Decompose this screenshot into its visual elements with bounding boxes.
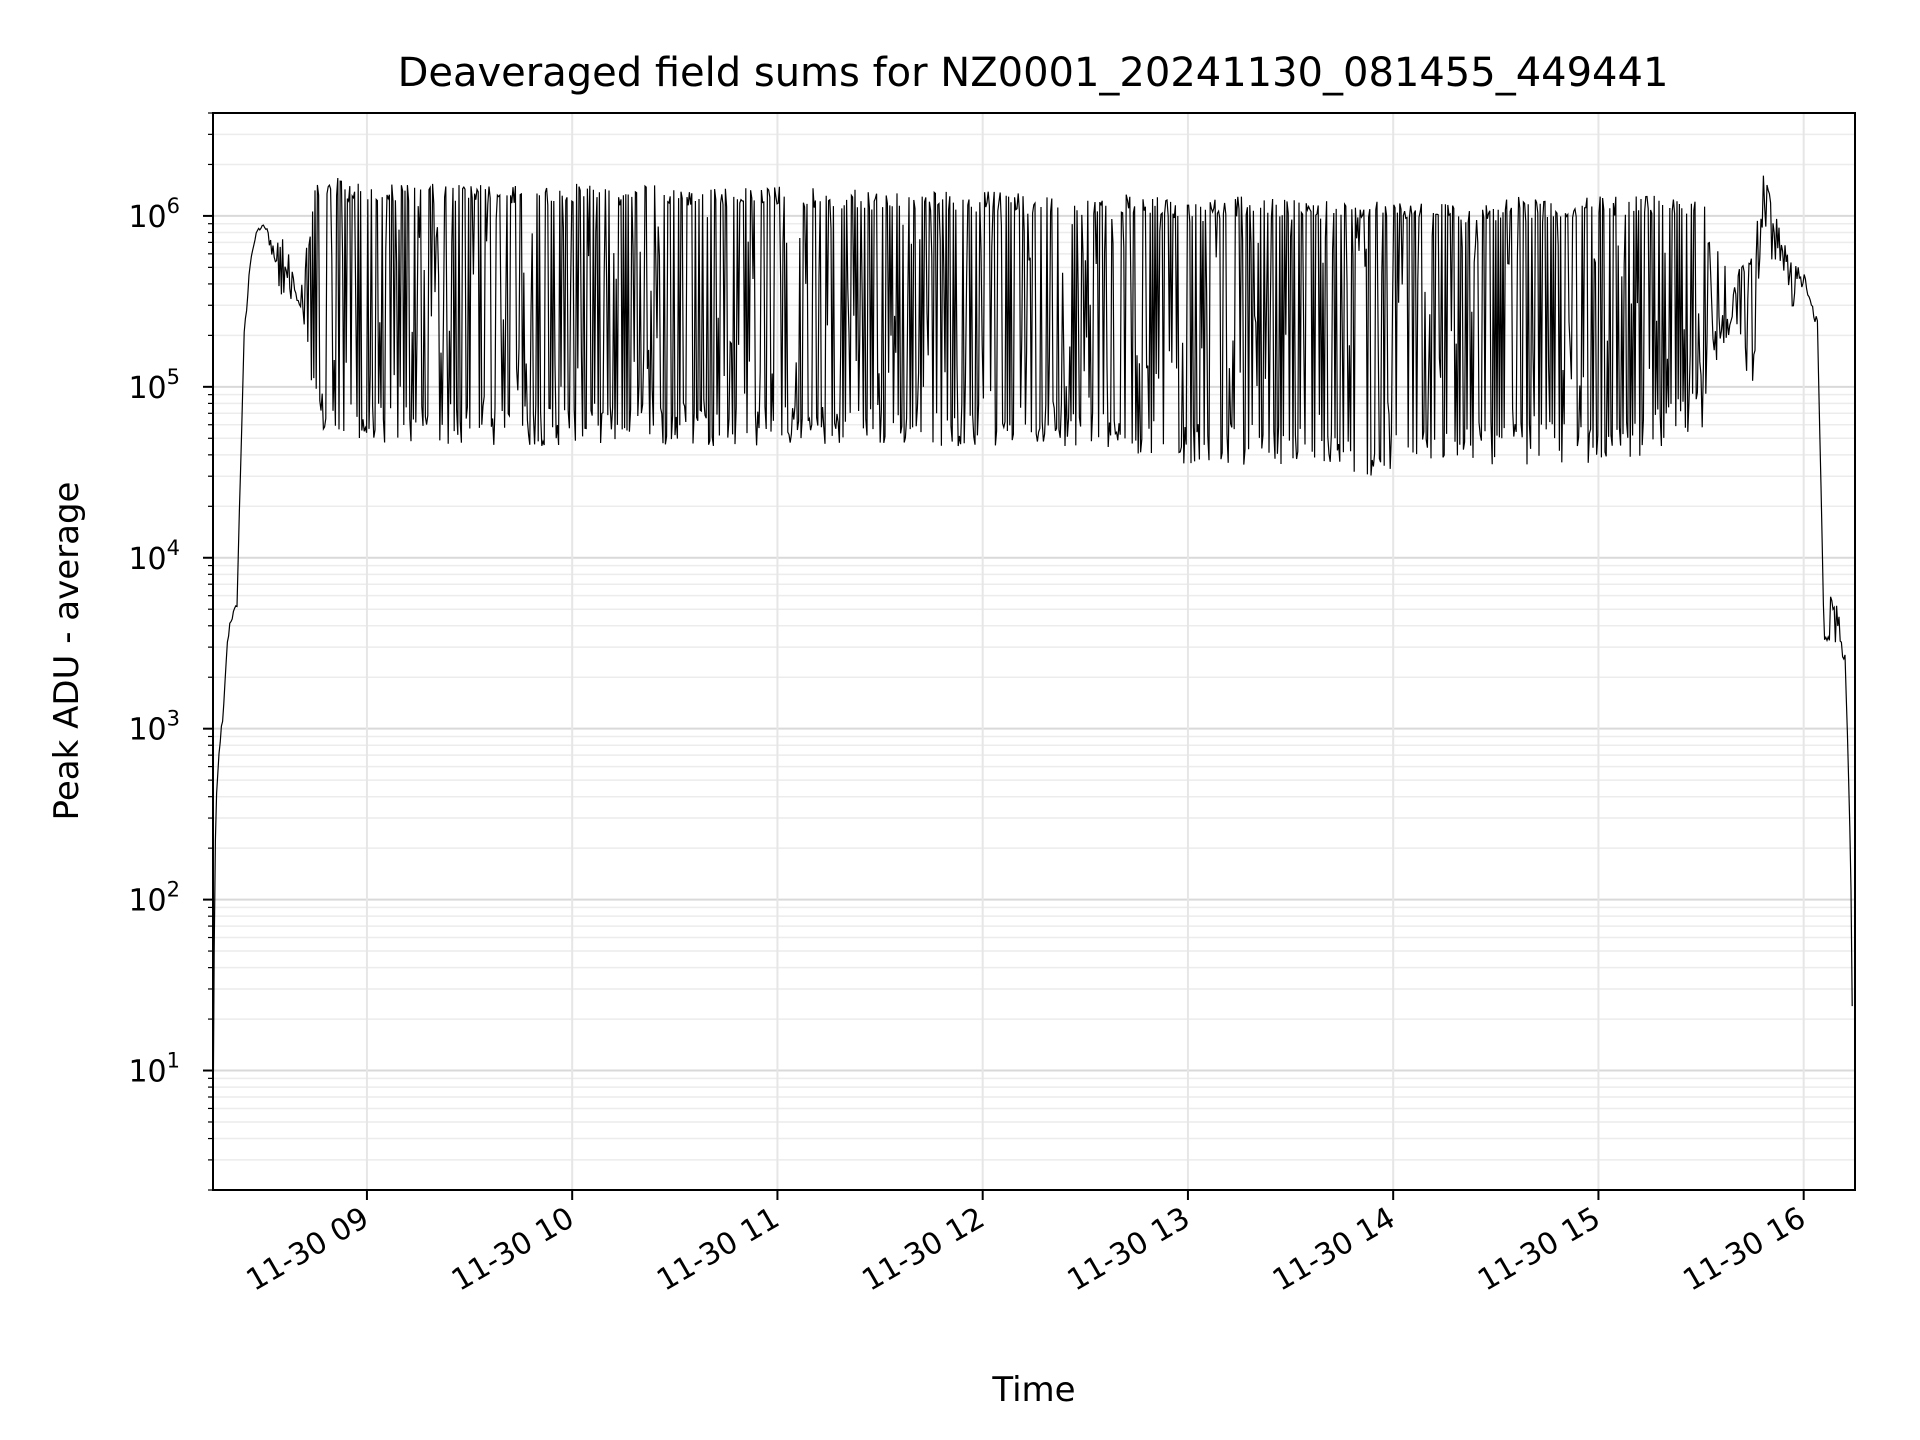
y-tick-label: 105: [128, 365, 180, 406]
y-tick-label: 103: [128, 707, 180, 748]
plot-frame: [212, 112, 1856, 1191]
series-layer: [212, 175, 1853, 1139]
y-tick-label: 106: [128, 194, 180, 235]
y-tick-label: 101: [128, 1049, 180, 1090]
chart-title: Deaveraged field sums for NZ0001_2024113…: [398, 50, 1669, 96]
y-tick-label: 104: [128, 536, 180, 577]
x-axis-label: Time: [991, 1370, 1075, 1410]
series-line: [212, 175, 1853, 1139]
y-tick-label: 102: [128, 878, 180, 919]
y-axis-label: Peak ADU - average: [47, 482, 87, 821]
